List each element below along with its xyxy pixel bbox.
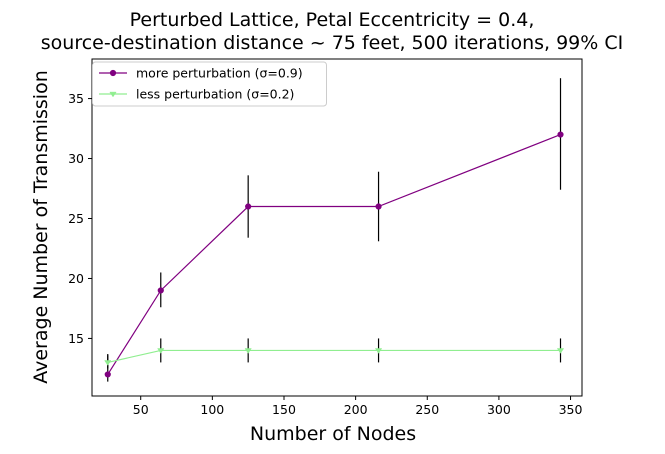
y-axis-label: Average Number of Transmission [30, 70, 52, 384]
x-tick-label: 100 [200, 402, 224, 417]
series-0-point [157, 287, 164, 294]
y-tick-label: 25 [68, 211, 84, 226]
y-tick-label: 35 [68, 91, 84, 106]
legend: more perturbation (σ=0.9) less perturbati… [92, 61, 327, 107]
legend-swatch-marker [109, 69, 117, 77]
series-0 [104, 78, 564, 382]
series-0-point [245, 203, 252, 210]
series-layer [104, 78, 565, 382]
series-1-point [374, 348, 383, 354]
x-tick-label: 150 [272, 402, 296, 417]
x-tick-label: 250 [415, 402, 439, 417]
x-tick-label: 50 [133, 402, 149, 417]
series-1 [104, 338, 565, 369]
y-tick-label: 30 [68, 151, 84, 166]
plot-frame [91, 58, 583, 397]
x-axis-label: Number of Nodes [250, 423, 416, 445]
y-tick-label: 15 [68, 331, 84, 346]
series-0-point [375, 203, 382, 210]
ticks-layer: 50 100 150 200 250 300 350 15 20 25 30 35 [68, 91, 582, 417]
legend-entry-label: more perturbation (σ=0.9) [136, 66, 303, 81]
chart-title-line-1: Perturbed Lattice, Petal Eccentricity = … [130, 9, 535, 31]
series-0-point [104, 371, 111, 378]
legend-swatch-marker [109, 91, 117, 98]
plot-area [92, 59, 582, 396]
chart-title-line-2: source-destination distance ~ 75 feet, 5… [41, 32, 623, 54]
y-tick-label: 20 [68, 271, 84, 286]
legend-entry-label: less perturbation (σ=0.2) [136, 87, 294, 102]
series-1-point [157, 348, 165, 354]
series-0-point [557, 131, 564, 138]
series-1-point [556, 348, 565, 354]
series-1-point [104, 360, 112, 366]
x-tick-label: 350 [559, 402, 583, 417]
series-1-point [244, 348, 252, 354]
x-tick-label: 200 [344, 402, 368, 417]
legend-box [92, 61, 327, 107]
x-tick-label: 300 [487, 402, 511, 417]
